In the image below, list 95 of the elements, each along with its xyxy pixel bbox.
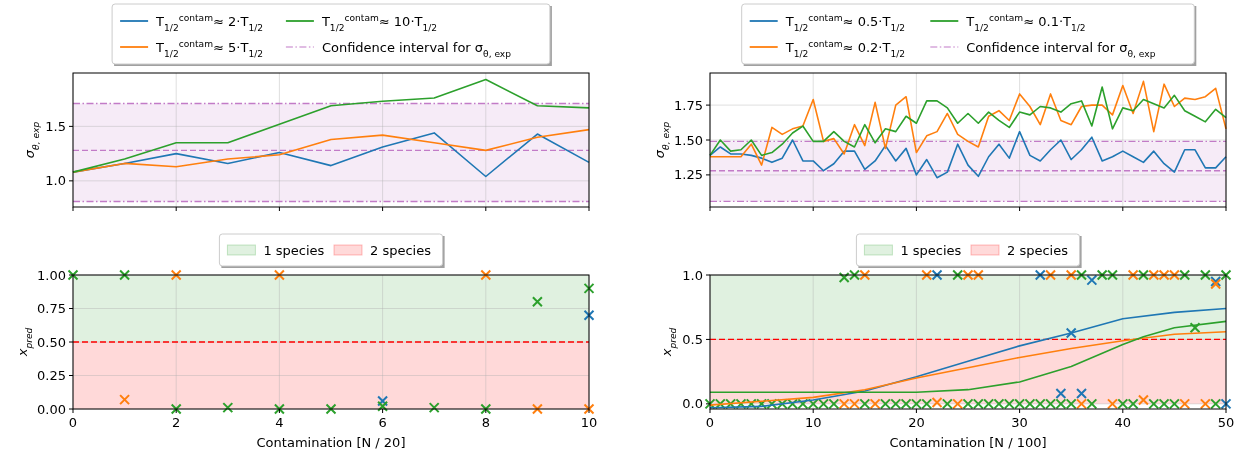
point — [1137, 269, 1149, 281]
line-series — [709, 320, 1227, 394]
point — [1055, 388, 1067, 400]
x-tick-label: 30 — [1011, 415, 1028, 430]
legend-label: Confidence interval for σ$_{θ, exp}$ — [321, 40, 512, 59]
line-series — [709, 130, 1227, 179]
x-tick-label: 40 — [1114, 415, 1132, 430]
x-tick-label: 0 — [68, 415, 78, 430]
x-tick-label: 2 — [172, 415, 181, 430]
y-tick-label: 1.25 — [674, 167, 703, 183]
point — [480, 269, 492, 281]
point — [377, 400, 389, 412]
point — [941, 398, 953, 410]
y-tick-label: 0.50 — [37, 334, 66, 350]
x-axis-title: Contamination [N / 20] — [256, 435, 406, 450]
point — [1086, 274, 1098, 286]
point — [1179, 398, 1191, 410]
point — [583, 282, 595, 294]
point — [1076, 388, 1088, 400]
point — [273, 403, 285, 415]
point — [119, 394, 131, 406]
point — [1076, 398, 1088, 410]
x-axis-title: Contamination [N / 100] — [889, 435, 1047, 450]
point — [480, 403, 492, 415]
point — [921, 269, 933, 281]
y-tick-label: 1.50 — [674, 132, 703, 148]
point — [1076, 269, 1088, 281]
line-series — [709, 86, 1227, 157]
point — [222, 402, 234, 414]
point — [67, 269, 79, 281]
point — [531, 296, 543, 308]
point — [1106, 398, 1118, 410]
y-tick-label: 0.00 — [37, 401, 66, 417]
point — [1034, 269, 1046, 281]
point — [952, 398, 964, 410]
legend-label: T$_{1/2}$$^{contam}$≈ 2·T$_{1/2}$ — [155, 13, 264, 33]
point — [931, 269, 943, 281]
point — [1220, 269, 1232, 281]
y-tick-label: 1.75 — [674, 97, 703, 113]
y-tick-label: 0.0 — [682, 396, 703, 412]
x-tick-label: 50 — [1217, 415, 1235, 430]
point — [1086, 398, 1098, 410]
point — [859, 398, 871, 410]
point — [1045, 269, 1057, 281]
point — [1127, 269, 1139, 281]
x-tick-label: 20 — [908, 415, 925, 430]
point — [273, 269, 285, 281]
point — [583, 309, 595, 321]
point — [1065, 269, 1077, 281]
x-tick-label: 6 — [378, 415, 387, 430]
point — [1137, 394, 1149, 406]
legend-label: T$_{1/2}$$^{contam}$≈ 0.1·T$_{1/2}$ — [965, 13, 1086, 33]
point — [1189, 322, 1201, 334]
point — [859, 269, 871, 281]
x-tick-label: 0 — [705, 415, 715, 430]
legend-label: T$_{1/2}$$^{contam}$≈ 0.5·T$_{1/2}$ — [784, 13, 906, 33]
point — [377, 395, 389, 407]
y-tick-label: 1.0 — [45, 173, 66, 189]
legend-label: T$_{1/2}$$^{contam}$≈ 0.2·T$_{1/2}$ — [784, 39, 906, 59]
y-tick-label: 1.5 — [45, 118, 66, 134]
legend-label: Confidence interval for σ$_{θ, exp}$ — [966, 40, 1156, 59]
point — [931, 397, 943, 409]
y-tick-label: 0.75 — [37, 301, 66, 316]
line-series — [72, 78, 590, 173]
legend-label: 1 species — [900, 243, 962, 258]
x-tick-label: 4 — [275, 415, 284, 430]
point — [1220, 398, 1232, 410]
y-tick-label: 1.00 — [37, 267, 66, 283]
point — [325, 403, 337, 415]
y-tick-label: 0.5 — [682, 331, 703, 347]
x-tick-label: 10 — [580, 415, 598, 430]
line-series — [709, 307, 1227, 409]
point — [119, 269, 131, 281]
point — [869, 398, 881, 410]
legend-label: T$_{1/2}$$^{contam}$≈ 5·T$_{1/2}$ — [155, 39, 264, 59]
point — [1179, 269, 1191, 281]
x-tick-label: 10 — [804, 415, 822, 430]
x-tick-label: 8 — [481, 415, 490, 430]
legend-label: 2 species — [370, 243, 432, 258]
point — [1199, 398, 1211, 410]
point — [170, 403, 182, 415]
legend-label: T$_{1/2}$$^{contam}$≈ 10·T$_{1/2}$ — [320, 13, 438, 33]
legend-label: 1 species — [263, 243, 325, 258]
point — [1199, 269, 1211, 281]
point — [531, 403, 543, 415]
point — [1065, 327, 1077, 339]
point — [583, 403, 595, 415]
point — [952, 269, 964, 281]
point — [1210, 398, 1222, 410]
y-tick-label: 1.0 — [682, 267, 703, 283]
point — [170, 269, 182, 281]
line-series — [709, 80, 1227, 166]
legend-label: 2 species — [1007, 243, 1069, 258]
point — [428, 402, 440, 414]
y-tick-label: 0.25 — [37, 368, 66, 383]
